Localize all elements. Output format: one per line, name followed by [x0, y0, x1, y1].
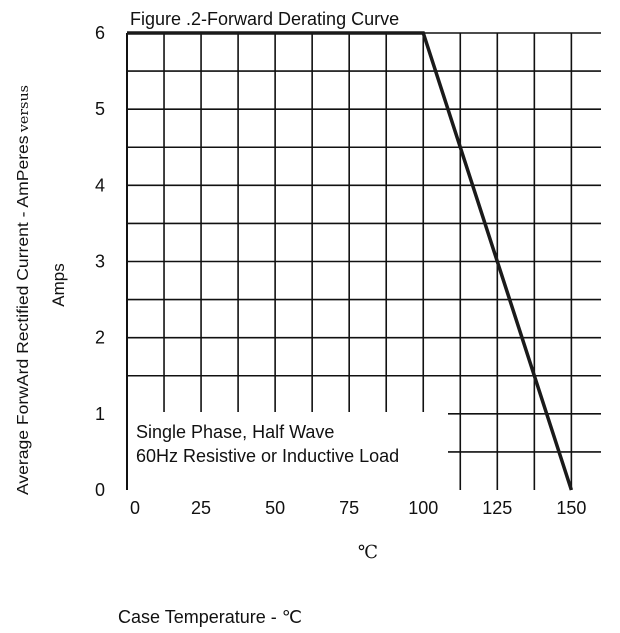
x-axis-label: Case Temperature - ℃	[118, 607, 302, 627]
chart-title: Figure .2-Forward Derating Curve	[130, 9, 399, 29]
unit-symbol-label: ℃	[358, 542, 378, 563]
x-tick-label: 150	[556, 498, 586, 518]
derating-curve-line	[127, 31, 574, 491]
y-tick-label: 6	[95, 23, 105, 43]
annotation-line-1: Single Phase, Half Wave	[136, 422, 334, 442]
x-tick-label: 125	[482, 498, 512, 518]
x-tick-label: 50	[265, 498, 285, 518]
tick-labels: 0 1 2 3 4 5 6 0 25 50 75 100 125 150	[95, 23, 586, 518]
y-tick-label: 0	[95, 480, 105, 500]
x-tick-label: 0	[130, 498, 140, 518]
y-tick-label: 4	[95, 175, 105, 195]
x-tick-label: 100	[408, 498, 438, 518]
annotation-box	[128, 412, 448, 492]
y-axis-label-main: Average ForwArd Rectified Current - AmPe…	[15, 135, 32, 495]
y-tick-label: 1	[95, 404, 105, 424]
y-tick-label: 2	[95, 328, 105, 348]
y-tick-label: 3	[95, 252, 105, 272]
x-tick-label: 75	[339, 498, 359, 518]
annotation-line-2: 60Hz Resistive or Inductive Load	[136, 446, 399, 466]
y-axis-label: Average ForwArd Rectified Current - AmPe…	[15, 85, 32, 495]
y-axis-unit-label: Amps	[49, 263, 68, 306]
y-tick-label: 5	[95, 99, 105, 119]
x-tick-label: 25	[191, 498, 211, 518]
y-axis-label-versus: versus	[17, 85, 32, 133]
